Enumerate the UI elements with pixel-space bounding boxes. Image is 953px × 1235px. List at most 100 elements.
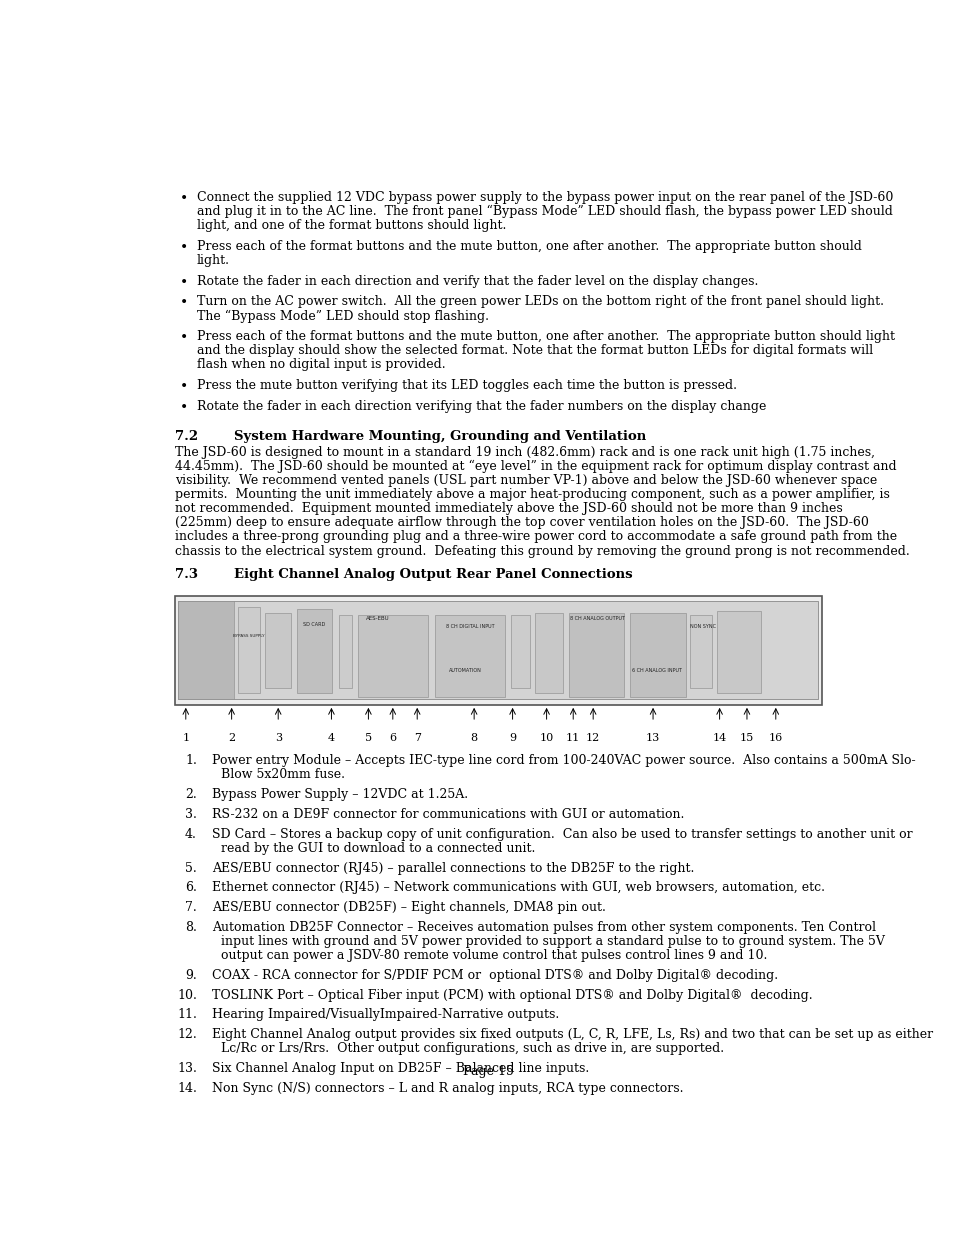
Text: 3: 3	[274, 734, 281, 743]
Text: Non Sync (N/S) connectors – L and R analog inputs, RCA type connectors.: Non Sync (N/S) connectors – L and R anal…	[212, 1082, 682, 1095]
Text: output can power a JSDV-80 remote volume control that pulses control lines 9 and: output can power a JSDV-80 remote volume…	[221, 948, 767, 962]
Text: AES-EBU: AES-EBU	[366, 616, 390, 621]
Text: Ethernet connector (RJ45) – Network communications with GUI, web browsers, autom: Ethernet connector (RJ45) – Network comm…	[212, 882, 823, 894]
Text: AUTOMATION: AUTOMATION	[448, 668, 481, 673]
Bar	[357, 615, 428, 698]
Text: Hearing Impaired/VisuallyImpaired-Narrative outputs.: Hearing Impaired/VisuallyImpaired-Narrat…	[212, 1009, 558, 1021]
Text: 7: 7	[414, 734, 420, 743]
Text: Press each of the format buttons and the mute button, one after another.  The ap: Press each of the format buttons and the…	[196, 240, 861, 253]
Text: 2: 2	[228, 734, 235, 743]
Text: 3.: 3.	[185, 808, 196, 821]
Text: Press each of the format buttons and the mute button, one after another.  The ap: Press each of the format buttons and the…	[196, 330, 894, 343]
Text: not recommended.  Equipment mounted immediately above the JSD-60 should not be m: not recommended. Equipment mounted immed…	[174, 503, 841, 515]
Bar	[689, 615, 712, 688]
Text: SD Card – Stores a backup copy of unit configuration.  Can also be used to trans: SD Card – Stores a backup copy of unit c…	[212, 827, 911, 841]
Text: and the display should show the selected format. Note that the format button LED: and the display should show the selected…	[196, 345, 872, 357]
Text: Turn on the AC power switch.  All the green power LEDs on the bottom right of th: Turn on the AC power switch. All the gre…	[196, 295, 883, 309]
Bar	[338, 615, 352, 688]
Text: Rotate the fader in each direction and verify that the fader level on the displa: Rotate the fader in each direction and v…	[196, 274, 758, 288]
Text: 12: 12	[585, 734, 599, 743]
Text: SD CARD: SD CARD	[302, 622, 324, 627]
Bar	[630, 613, 685, 698]
Text: 13: 13	[645, 734, 659, 743]
Text: •: •	[180, 296, 189, 310]
Text: System Hardware Mounting, Grounding and Ventilation: System Hardware Mounting, Grounding and …	[233, 430, 645, 443]
Text: 1.: 1.	[185, 755, 196, 767]
Bar	[296, 609, 332, 694]
Text: Connect the supplied 12 VDC bypass power supply to the bypass power input on the: Connect the supplied 12 VDC bypass power…	[196, 191, 892, 204]
Bar	[265, 613, 291, 688]
Text: 11: 11	[565, 734, 579, 743]
Text: Power entry Module – Accepts IEC-type line cord from 100-240VAC power source.  A: Power entry Module – Accepts IEC-type li…	[212, 755, 914, 767]
Text: Lc/Rc or Lrs/Rrs.  Other output configurations, such as drive in, are supported.: Lc/Rc or Lrs/Rrs. Other output configura…	[221, 1042, 723, 1055]
Text: 7.: 7.	[185, 902, 196, 914]
Text: 6.: 6.	[185, 882, 196, 894]
Text: •: •	[180, 191, 189, 206]
Text: 2.: 2.	[185, 788, 196, 802]
Text: •: •	[180, 401, 189, 415]
Text: and plug it in to the AC line.  The front panel “Bypass Mode” LED should flash, : and plug it in to the AC line. The front…	[196, 205, 892, 219]
Text: BYPASS SUPPLY: BYPASS SUPPLY	[233, 635, 264, 638]
Text: 7.3: 7.3	[174, 568, 197, 582]
Text: 12.: 12.	[177, 1029, 196, 1041]
Text: 1: 1	[182, 734, 189, 743]
Text: 14.: 14.	[177, 1082, 196, 1095]
Text: 5.: 5.	[185, 862, 196, 874]
Text: 9.: 9.	[185, 969, 196, 982]
Text: visibility.  We recommend vented panels (USL part number VP-1) above and below t: visibility. We recommend vented panels (…	[174, 474, 876, 487]
Text: 15: 15	[740, 734, 753, 743]
Bar	[435, 615, 505, 698]
Text: •: •	[180, 380, 189, 394]
Bar	[174, 595, 821, 705]
Text: 9: 9	[509, 734, 516, 743]
Text: NON SYNC: NON SYNC	[690, 624, 716, 629]
Text: input lines with ground and 5V power provided to support a standard pulse to to : input lines with ground and 5V power pro…	[221, 935, 884, 948]
Text: Automation DB25F Connector – Receives automation pulses from other system compon: Automation DB25F Connector – Receives au…	[212, 921, 875, 934]
Text: 10: 10	[538, 734, 553, 743]
Bar	[237, 606, 259, 694]
Text: Press the mute button verifying that its LED toggles each time the button is pre: Press the mute button verifying that its…	[196, 379, 736, 391]
Text: Eight Channel Analog output provides six fixed outputs (L, C, R, LFE, Ls, Rs) an: Eight Channel Analog output provides six…	[212, 1029, 932, 1041]
Text: 8 CH DIGITAL INPUT: 8 CH DIGITAL INPUT	[446, 624, 495, 629]
Text: light.: light.	[196, 254, 230, 267]
Bar	[511, 615, 529, 688]
Text: Page 15: Page 15	[463, 1066, 514, 1078]
Text: AES/EBU connector (DB25F) – Eight channels, DMA8 pin out.: AES/EBU connector (DB25F) – Eight channe…	[212, 902, 605, 914]
Text: read by the GUI to download to a connected unit.: read by the GUI to download to a connect…	[221, 842, 535, 855]
Text: COAX - RCA connector for S/PDIF PCM or  optional DTS® and Dolby Digital® decodin: COAX - RCA connector for S/PDIF PCM or o…	[212, 969, 777, 982]
Text: •: •	[180, 275, 189, 290]
Text: 6 CH ANALOG INPUT: 6 CH ANALOG INPUT	[631, 668, 681, 673]
Bar	[535, 613, 562, 694]
Text: chassis to the electrical system ground.  Defeating this ground by removing the : chassis to the electrical system ground.…	[174, 545, 908, 557]
Text: TOSLINK Port – Optical Fiber input (PCM) with optional DTS® and Dolby Digital®  : TOSLINK Port – Optical Fiber input (PCM)…	[212, 989, 811, 1002]
Text: 14: 14	[712, 734, 726, 743]
Text: light, and one of the format buttons should light.: light, and one of the format buttons sho…	[196, 219, 506, 232]
Text: AES/EBU connector (RJ45) – parallel connections to the DB25F to the right.: AES/EBU connector (RJ45) – parallel conn…	[212, 862, 694, 874]
Text: flash when no digital input is provided.: flash when no digital input is provided.	[196, 358, 445, 372]
Text: 6: 6	[389, 734, 395, 743]
Text: 4: 4	[328, 734, 335, 743]
Bar	[716, 611, 760, 694]
Text: 7.2: 7.2	[174, 430, 197, 443]
Text: 8.: 8.	[185, 921, 196, 934]
Text: 44.45mm).  The JSD-60 should be mounted at “eye level” in the equipment rack for: 44.45mm). The JSD-60 should be mounted a…	[174, 461, 896, 473]
Text: 16: 16	[768, 734, 782, 743]
Text: Blow 5x20mm fuse.: Blow 5x20mm fuse.	[221, 768, 345, 782]
Text: 8: 8	[470, 734, 477, 743]
Text: •: •	[180, 331, 189, 345]
Bar	[178, 601, 233, 699]
Text: 13.: 13.	[177, 1062, 196, 1074]
Text: •: •	[180, 241, 189, 254]
Text: Six Channel Analog Input on DB25F – Balanced line inputs.: Six Channel Analog Input on DB25F – Bala…	[212, 1062, 588, 1074]
Text: permits.  Mounting the unit immediately above a major heat-producing component, : permits. Mounting the unit immediately a…	[174, 488, 888, 501]
Text: 10.: 10.	[177, 989, 196, 1002]
Text: Eight Channel Analog Output Rear Panel Connections: Eight Channel Analog Output Rear Panel C…	[233, 568, 632, 582]
Text: Rotate the fader in each direction verifying that the fader numbers on the displ: Rotate the fader in each direction verif…	[196, 400, 765, 412]
Text: (225mm) deep to ensure adequate airflow through the top cover ventilation holes : (225mm) deep to ensure adequate airflow …	[174, 516, 867, 530]
Text: 8 CH ANALOG OUTPUT: 8 CH ANALOG OUTPUT	[570, 616, 624, 621]
Text: 4.: 4.	[185, 827, 196, 841]
Text: 5: 5	[364, 734, 372, 743]
Text: 11.: 11.	[177, 1009, 196, 1021]
Text: The JSD-60 is designed to mount in a standard 19 inch (482.6mm) rack and is one : The JSD-60 is designed to mount in a sta…	[174, 446, 874, 459]
Bar	[178, 601, 817, 699]
